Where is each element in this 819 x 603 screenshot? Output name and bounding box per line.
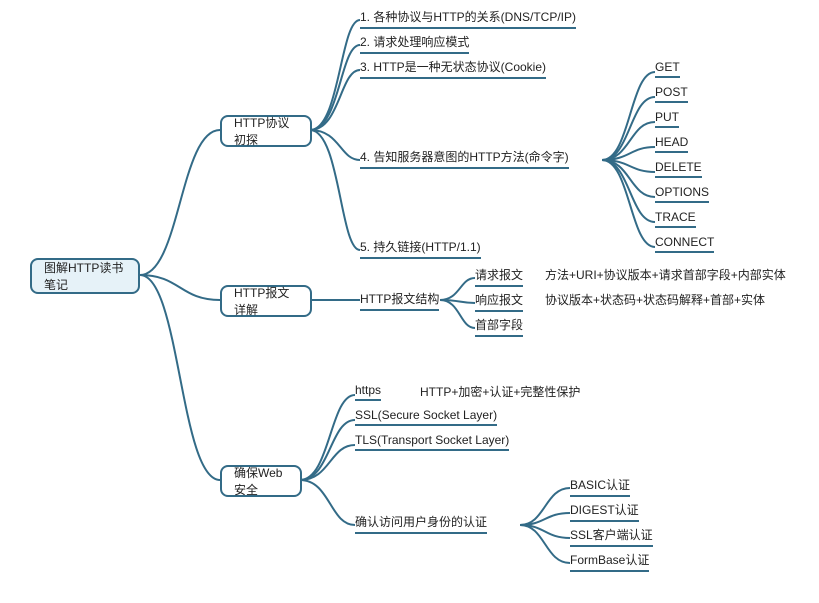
leaf-msg-resp-desc: 协议版本+状态码+状态码解释+首部+实体 bbox=[545, 291, 765, 308]
leaf-method-post: POST bbox=[655, 85, 688, 103]
node-web-sec[interactable]: 确保Web安全 bbox=[220, 465, 302, 497]
leaf-msg-header: 首部字段 bbox=[475, 316, 523, 337]
leaf-method-put: PUT bbox=[655, 110, 679, 128]
leaf-intro-3: 3. HTTP是一种无状态协议(Cookie) bbox=[360, 58, 546, 79]
leaf-sec-auth: 确认访问用户身份的认证 bbox=[355, 513, 487, 534]
root-node[interactable]: 图解HTTP读书笔记 bbox=[30, 258, 140, 294]
leaf-intro-4: 4. 告知服务器意图的HTTP方法(命令字) bbox=[360, 148, 569, 169]
leaf-intro-5: 5. 持久链接(HTTP/1.1) bbox=[360, 238, 481, 259]
leaf-msg-resp: 响应报文 bbox=[475, 291, 523, 312]
leaf-method-head: HEAD bbox=[655, 135, 688, 153]
leaf-auth-sslcli: SSL客户端认证 bbox=[570, 526, 653, 547]
root-label: 图解HTTP读书笔记 bbox=[44, 259, 126, 293]
leaf-method-get: GET bbox=[655, 60, 680, 78]
leaf-method-connect: CONNECT bbox=[655, 235, 714, 253]
node-http-msg[interactable]: HTTP报文详解 bbox=[220, 285, 312, 317]
leaf-method-trace: TRACE bbox=[655, 210, 696, 228]
leaf-msg-req: 请求报文 bbox=[475, 266, 523, 287]
leaf-msg-req-desc: 方法+URI+协议版本+请求首部字段+内部实体 bbox=[545, 266, 786, 283]
leaf-sec-ssl: SSL(Secure Socket Layer) bbox=[355, 408, 497, 426]
leaf-sec-https-desc: HTTP+加密+认证+完整性保护 bbox=[420, 383, 580, 400]
leaf-sec-tls: TLS(Transport Socket Layer) bbox=[355, 433, 509, 451]
label: HTTP协议初探 bbox=[234, 114, 298, 148]
leaf-method-options: OPTIONS bbox=[655, 185, 709, 203]
leaf-auth-digest: DIGEST认证 bbox=[570, 501, 639, 522]
leaf-auth-form: FormBase认证 bbox=[570, 551, 649, 572]
leaf-msg-struct: HTTP报文结构 bbox=[360, 290, 439, 311]
node-http-intro[interactable]: HTTP协议初探 bbox=[220, 115, 312, 147]
label: 确保Web安全 bbox=[234, 464, 288, 498]
label: HTTP报文详解 bbox=[234, 284, 298, 318]
leaf-intro-1: 1. 各种协议与HTTP的关系(DNS/TCP/IP) bbox=[360, 8, 576, 29]
leaf-sec-https: https bbox=[355, 383, 381, 401]
leaf-intro-2: 2. 请求处理响应模式 bbox=[360, 33, 469, 54]
leaf-method-delete: DELETE bbox=[655, 160, 702, 178]
leaf-auth-basic: BASIC认证 bbox=[570, 476, 630, 497]
